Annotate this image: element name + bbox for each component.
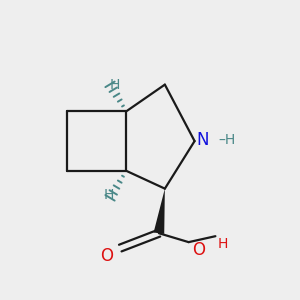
Text: –H: –H [218,133,236,147]
Text: N: N [196,130,208,148]
Text: O: O [193,241,206,259]
Text: O: O [100,247,113,265]
Text: H: H [109,78,119,92]
Text: H: H [218,237,228,250]
Polygon shape [154,189,165,234]
Text: H: H [103,188,114,202]
